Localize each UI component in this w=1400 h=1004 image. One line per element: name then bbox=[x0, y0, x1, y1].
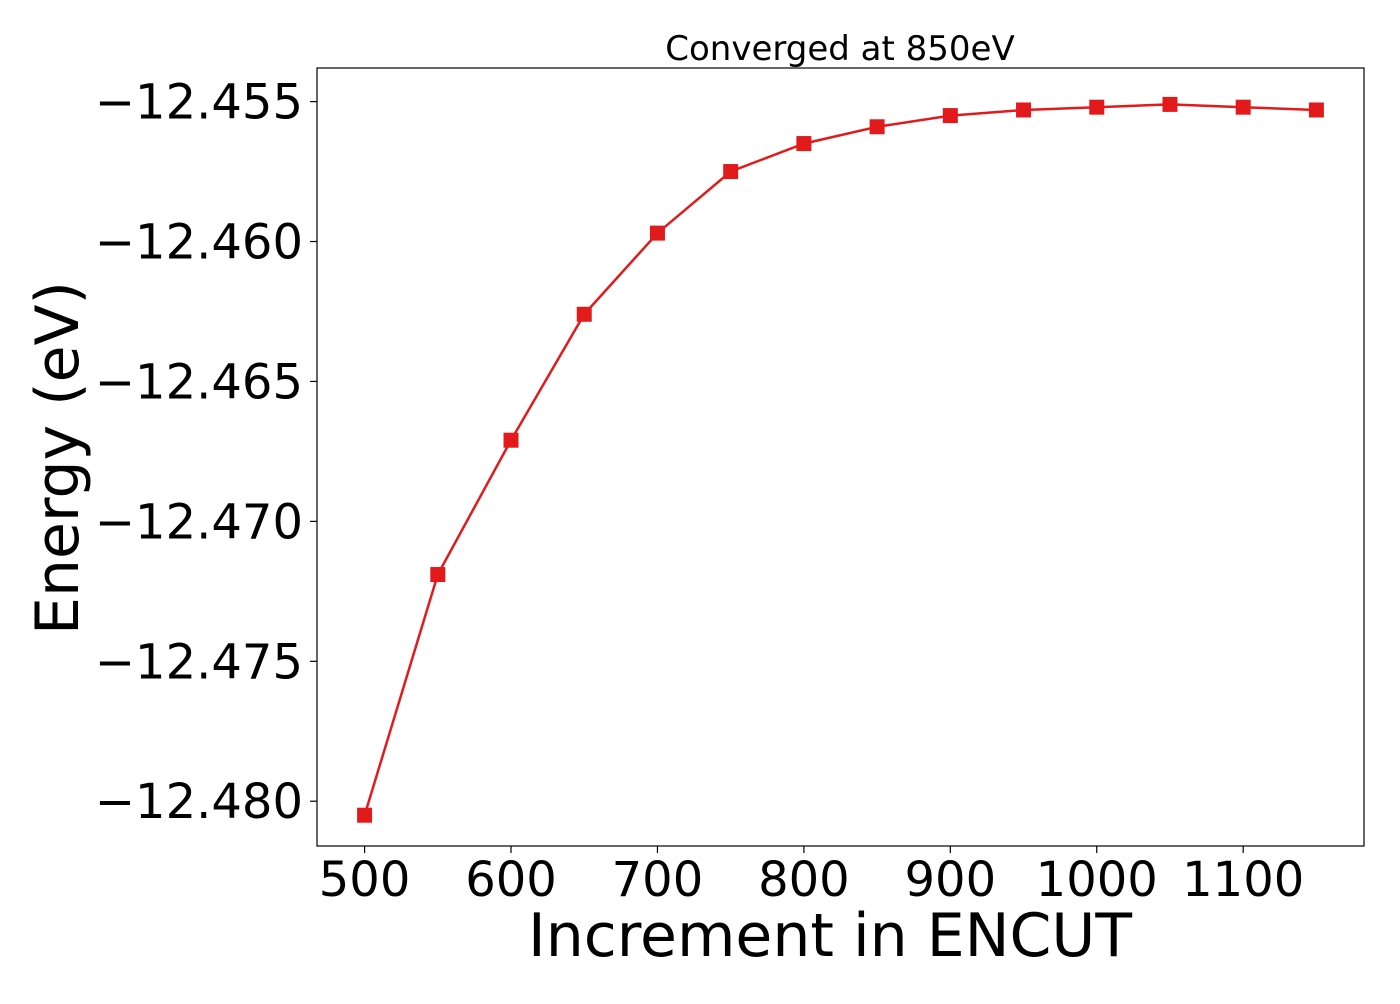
data-point-marker bbox=[869, 119, 885, 135]
x-tick-label: 500 bbox=[319, 852, 411, 908]
x-axis-label: Increment in ENCUT bbox=[528, 901, 1132, 971]
chart-title: Converged at 850eV bbox=[665, 29, 1014, 69]
x-tick-label: 900 bbox=[905, 852, 997, 908]
x-tick-label: 700 bbox=[612, 852, 704, 908]
data-point-marker bbox=[1235, 99, 1251, 115]
y-tick-label: −12.475 bbox=[95, 634, 303, 690]
y-tick-label: −12.455 bbox=[95, 75, 303, 131]
data-point-marker bbox=[1016, 102, 1032, 118]
y-tick-label: −12.470 bbox=[95, 494, 303, 550]
data-point-marker bbox=[503, 432, 519, 448]
data-point-marker bbox=[796, 136, 812, 152]
data-point-marker bbox=[1308, 102, 1324, 118]
axes-frame bbox=[316, 67, 1365, 847]
series-line bbox=[363, 103, 1317, 816]
x-tick-label: 600 bbox=[465, 852, 557, 908]
data-point-marker bbox=[723, 164, 739, 180]
y-axis-label: Energy (eV) bbox=[23, 281, 93, 635]
data-point-marker bbox=[1089, 99, 1105, 115]
data-point-marker bbox=[576, 306, 592, 322]
x-tick-label: 1100 bbox=[1182, 852, 1304, 908]
x-tick-label: 1000 bbox=[1036, 852, 1158, 908]
data-point-marker bbox=[357, 807, 373, 823]
y-tick-label: −12.465 bbox=[95, 354, 303, 410]
data-point-marker bbox=[649, 225, 665, 241]
x-tick-label: 800 bbox=[758, 852, 850, 908]
y-tick-label: −12.480 bbox=[95, 774, 303, 830]
data-point-marker bbox=[430, 567, 446, 583]
y-tick-label: −12.460 bbox=[95, 215, 303, 271]
data-point-marker bbox=[1162, 96, 1178, 112]
data-point-marker bbox=[942, 108, 958, 124]
plot-area: 500 600 700 800 900 1000 1100 −12.480 −12.475 −12… bbox=[95, 67, 1365, 908]
